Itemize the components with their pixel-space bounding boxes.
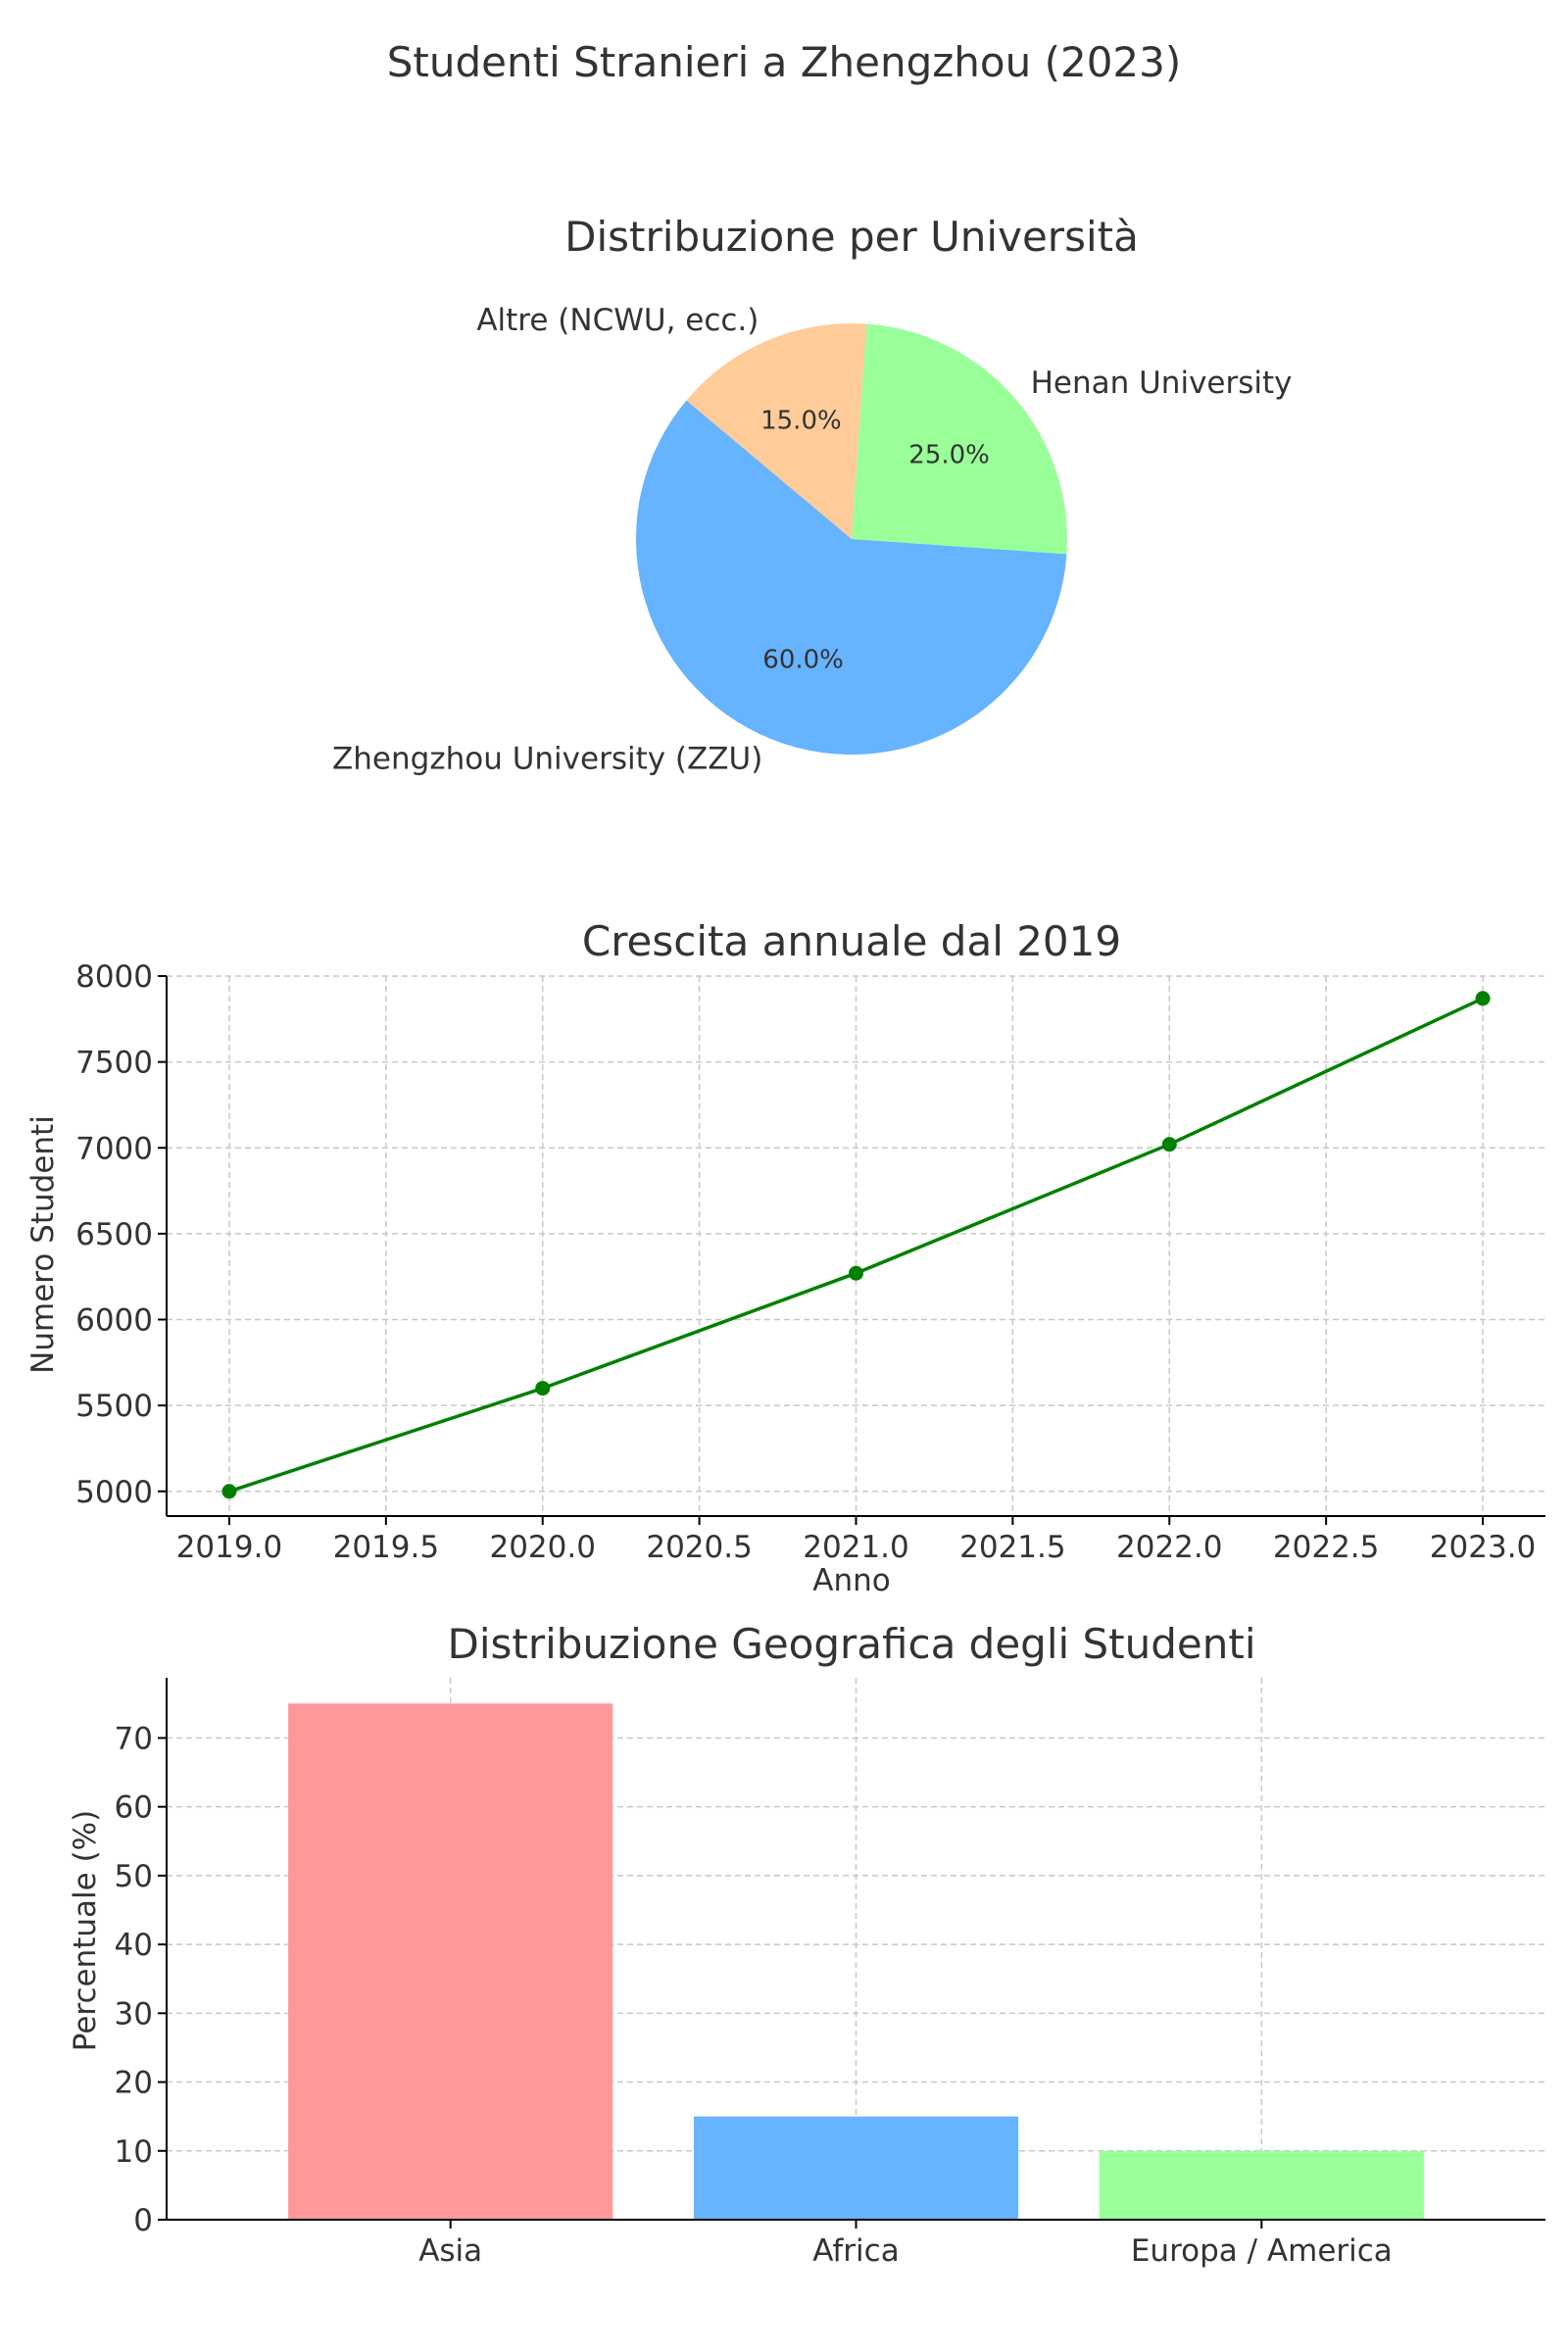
line-xtick-label: 2019.5	[333, 1530, 439, 1565]
line-grid	[167, 975, 1545, 1516]
line-point	[849, 1265, 863, 1281]
pie-slice-altre-ncwu-ecc	[686, 323, 867, 539]
line-point	[221, 1484, 237, 1499]
bar-ytick-label: 30	[115, 1996, 153, 2032]
line-xtick-label: 2021.0	[803, 1530, 908, 1565]
line-series	[221, 991, 1491, 1499]
line-xtick-label: 2021.5	[959, 1530, 1065, 1565]
bar-chart: Distribuzione Geografica degli Studenti …	[68, 1620, 1545, 2269]
bar-ytick-label: 70	[115, 1721, 153, 1756]
line-ytick-label: 6000	[75, 1303, 153, 1339]
line-xtick-label: 2020.5	[646, 1530, 752, 1565]
bar-ytick-label: 60	[115, 1790, 153, 1826]
line-point	[1161, 1137, 1177, 1152]
bar-tick-labels: 0 10 20 30 40 50 60 70 Asia Africa Europa / Americ…	[115, 1721, 1393, 2269]
bar-ylabel: Percentuale (%)	[68, 1810, 103, 2051]
line-chart: Crescita annuale dal 2019 2019.0 2019.5 20…	[25, 917, 1545, 1598]
pie-category-label: Altre (NCWU, ecc.)	[476, 303, 759, 338]
pie-chart: Distribuzione per Università 60.0% Zhengz…	[332, 213, 1292, 776]
bar-ytick-label: 50	[115, 1859, 153, 1894]
pie-title: Distribuzione per Università	[564, 213, 1139, 261]
pie-slice-henan-university	[852, 323, 1067, 555]
pie-pct-label: 60.0%	[762, 645, 844, 674]
bar-bars	[288, 1703, 1424, 2220]
bar-xtick-label: Europa / America	[1131, 2233, 1393, 2269]
line-xtick-label: 2020.0	[489, 1530, 595, 1565]
line-ytick-label: 7500	[75, 1046, 153, 1081]
line-xlabel: Anno	[812, 1563, 890, 1598]
line-tick-labels: 2019.0 2019.5 2020.0 2020.5 2021.0 2021.5 2022…	[75, 959, 1536, 1565]
bar-asia	[288, 1703, 613, 2220]
line-ytick-label: 6500	[75, 1217, 153, 1252]
bar-europa-america	[1099, 2150, 1424, 2220]
line-xtick-label: 2019.0	[176, 1530, 282, 1565]
line-ytick-label: 7000	[75, 1131, 153, 1166]
line-point	[535, 1381, 551, 1396]
line-xtick-label: 2023.0	[1430, 1530, 1536, 1565]
line-ylabel: Numero Studenti	[25, 1115, 61, 1374]
line-point	[1475, 991, 1491, 1006]
pie-slices	[635, 323, 1067, 756]
pie-slice-zhengzhou-university-zzu	[635, 400, 1067, 756]
bar-title: Distribuzione Geografica degli Studenti	[447, 1620, 1255, 1668]
line-xtick-label: 2022.0	[1116, 1530, 1222, 1565]
line-title: Crescita annuale dal 2019	[582, 917, 1121, 965]
line-xtick-label: 2022.5	[1273, 1530, 1379, 1565]
bar-ytick-label: 10	[115, 2134, 153, 2170]
bar-xtick-label: Asia	[418, 2233, 482, 2269]
line-ytick-label: 8000	[75, 959, 153, 995]
figure-title: Studenti Stranieri a Zhengzhou (2023)	[387, 38, 1182, 86]
bar-ytick-label: 0	[133, 2203, 153, 2238]
pie-pct-label: 25.0%	[908, 440, 990, 469]
bar-africa	[694, 2116, 1019, 2220]
pie-pct-label: 15.0%	[760, 407, 842, 436]
pie-labels: 60.0% Zhengzhou University (ZZU) 25.0% Hena…	[332, 303, 1292, 776]
pie-category-label: Zhengzhou University (ZZU)	[332, 741, 762, 776]
bar-ytick-label: 40	[115, 1928, 153, 1963]
line-ytick-label: 5000	[75, 1475, 153, 1510]
pie-category-label: Henan University	[1031, 366, 1293, 401]
bar-xtick-label: Africa	[812, 2233, 899, 2269]
bar-ytick-label: 20	[115, 2066, 153, 2101]
line-ytick-label: 5500	[75, 1389, 153, 1424]
